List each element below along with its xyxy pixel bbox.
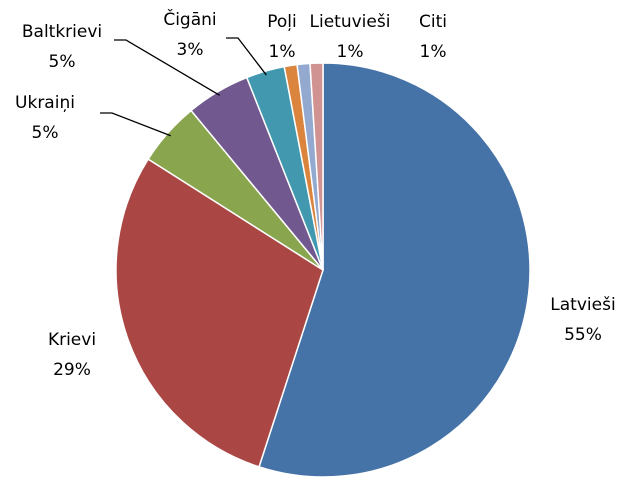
- slice-label: Čigāni: [163, 8, 216, 30]
- slice-label: Citi: [419, 12, 447, 32]
- slice-value-label: 1%: [420, 42, 447, 62]
- leader-line: [226, 37, 267, 76]
- pie-slice: [115, 158, 324, 468]
- slice-value-label: 29%: [53, 360, 91, 380]
- slice-label: Ukraiņi: [15, 93, 75, 113]
- slice-value-label: 3%: [177, 40, 204, 60]
- slice-value-label: 1%: [269, 42, 296, 62]
- slice-value-label: 55%: [564, 325, 602, 345]
- leader-line: [100, 112, 171, 137]
- slice-label: Latvieši: [550, 295, 615, 315]
- slice-value-label: 5%: [32, 123, 59, 143]
- pie-slice: [258, 62, 531, 478]
- pie-slice: [309, 62, 324, 271]
- slice-value-label: 1%: [337, 42, 364, 62]
- slice-value-label: 5%: [49, 52, 76, 72]
- slice-label: Lietuvieši: [310, 12, 391, 32]
- slice-label: Baltkrievi: [22, 22, 102, 42]
- leader-line: [114, 39, 220, 96]
- slice-label: Krievi: [48, 330, 96, 350]
- slice-label: Poļi: [267, 12, 297, 32]
